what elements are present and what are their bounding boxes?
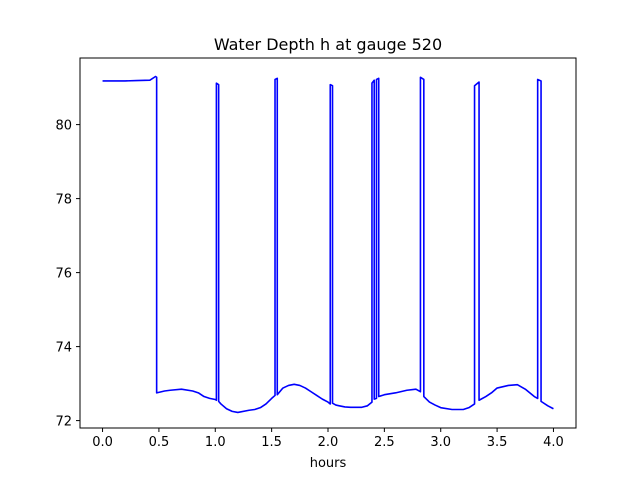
chart-title: Water Depth h at gauge 520: [214, 35, 442, 54]
x-axis-label: hours: [310, 456, 347, 471]
series-layer: [102, 75, 554, 414]
y-tick-label: 74: [55, 341, 72, 356]
series-line: [102, 75, 554, 414]
x-tick-label: 3.0: [430, 435, 451, 450]
x-tick-label: 0.5: [149, 435, 170, 450]
x-tick-label: 0.0: [92, 435, 113, 450]
x-tick-label: 4.0: [543, 435, 564, 450]
x-tick-label: 2.0: [318, 435, 339, 450]
y-tick-label: 76: [55, 267, 72, 282]
x-axis-ticks: 0.0 0.5 1.0 1.5 2.0 2.5 3.0 3.5 4.0: [92, 428, 564, 450]
y-axis-ticks: 72 74 76 78 80: [55, 119, 80, 430]
y-tick-label: 72: [55, 415, 72, 430]
plot-area: [80, 58, 576, 428]
y-tick-label: 78: [55, 193, 72, 208]
x-tick-label: 3.5: [487, 435, 508, 450]
y-tick-label: 80: [55, 119, 72, 134]
x-tick-label: 1.5: [261, 435, 282, 450]
plot-frame: [79, 57, 577, 429]
x-tick-label: 1.0: [205, 435, 226, 450]
x-tick-label: 2.5: [374, 435, 395, 450]
